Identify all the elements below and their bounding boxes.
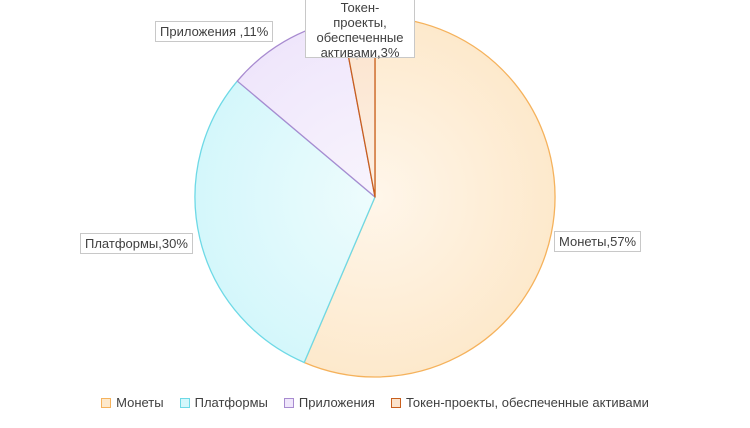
legend-item-coins: Монеты bbox=[101, 395, 164, 410]
data-label-apps: Приложения ,11% bbox=[155, 21, 274, 42]
data-label-platforms: Платформы,30% bbox=[80, 233, 193, 254]
legend-label-token-projects: Токен-проекты, обеспеченные активами bbox=[405, 395, 649, 410]
legend-item-platforms: Платформы bbox=[179, 395, 268, 410]
legend-label-coins: Монеты bbox=[116, 395, 164, 410]
legend-item-token-projects: Токен-проекты, обеспеченные активами bbox=[390, 395, 649, 410]
legend-swatch-platforms bbox=[179, 397, 190, 408]
legend-label-apps: Приложения bbox=[298, 395, 375, 410]
pie-slice-platforms bbox=[194, 80, 376, 364]
legend-swatch-apps bbox=[283, 397, 294, 408]
legend-swatch-coins bbox=[101, 397, 112, 408]
data-label-token-projects: Токен-проекты, обеспеченные активами,3% bbox=[305, 0, 415, 60]
pie-slices bbox=[194, 16, 556, 378]
legend-item-apps: Приложения bbox=[283, 395, 375, 410]
legend-swatch-token-projects bbox=[390, 397, 401, 408]
pie-slice-coins bbox=[303, 16, 556, 378]
data-label-coins: Монеты,57% bbox=[554, 231, 642, 252]
legend-label-platforms: Платформы bbox=[194, 395, 268, 410]
legend: Монеты Платформы Приложения Токен-проект… bbox=[0, 395, 750, 410]
